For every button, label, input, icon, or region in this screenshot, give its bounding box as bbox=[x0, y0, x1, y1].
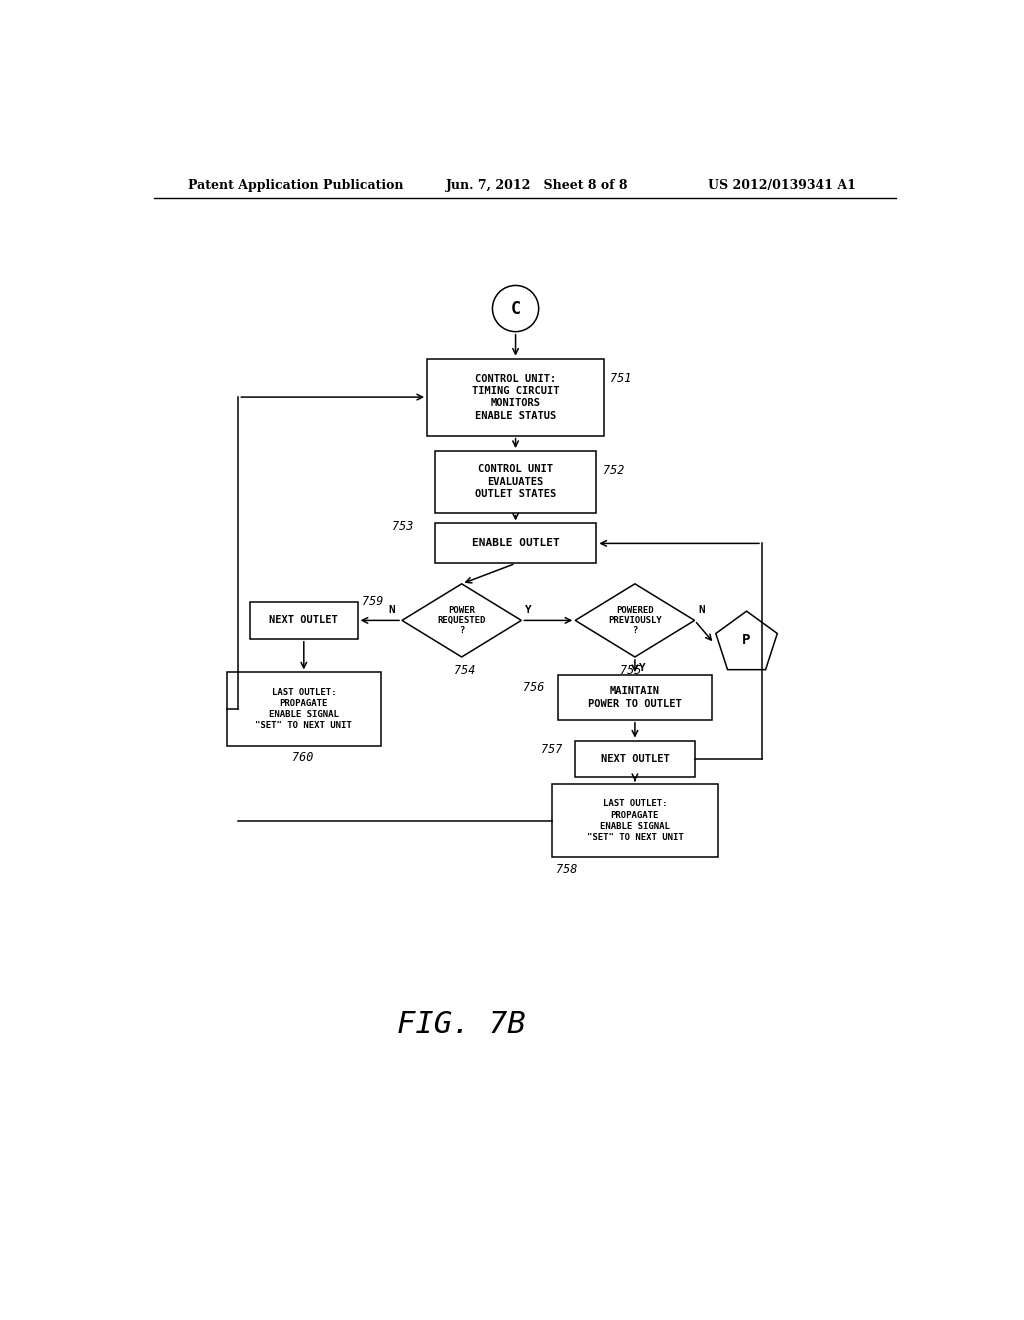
Text: 754: 754 bbox=[454, 664, 475, 677]
Text: N: N bbox=[698, 605, 706, 615]
Text: 759: 759 bbox=[361, 595, 383, 609]
Text: CONTROL UNIT:
TIMING CIRCUIT
MONITORS
ENABLE STATUS: CONTROL UNIT: TIMING CIRCUIT MONITORS EN… bbox=[472, 374, 559, 421]
FancyBboxPatch shape bbox=[226, 672, 381, 746]
Text: P: P bbox=[742, 634, 751, 647]
Text: 757: 757 bbox=[541, 743, 562, 756]
Text: ENABLE OUTLET: ENABLE OUTLET bbox=[472, 539, 559, 548]
Polygon shape bbox=[575, 583, 694, 657]
FancyBboxPatch shape bbox=[435, 451, 596, 512]
FancyBboxPatch shape bbox=[575, 741, 694, 777]
Text: 758: 758 bbox=[556, 862, 578, 875]
FancyBboxPatch shape bbox=[435, 524, 596, 564]
Text: US 2012/0139341 A1: US 2012/0139341 A1 bbox=[708, 178, 856, 191]
Text: POWER
REQUESTED
?: POWER REQUESTED ? bbox=[437, 606, 485, 635]
Text: 752: 752 bbox=[602, 465, 624, 477]
Polygon shape bbox=[716, 611, 777, 669]
Text: N: N bbox=[388, 605, 395, 615]
Text: Y: Y bbox=[639, 663, 645, 673]
FancyBboxPatch shape bbox=[427, 359, 604, 436]
Text: CONTROL UNIT
EVALUATES
OUTLET STATES: CONTROL UNIT EVALUATES OUTLET STATES bbox=[475, 465, 556, 499]
Text: Y: Y bbox=[525, 605, 531, 615]
Text: NEXT OUTLET: NEXT OUTLET bbox=[600, 754, 670, 764]
Text: MAINTAIN
POWER TO OUTLET: MAINTAIN POWER TO OUTLET bbox=[588, 686, 682, 709]
Text: FIG. 7B: FIG. 7B bbox=[397, 1010, 526, 1039]
Text: POWERED
PREVIOUSLY
?: POWERED PREVIOUSLY ? bbox=[608, 606, 662, 635]
Text: LAST OUTLET:
PROPAGATE
ENABLE SIGNAL
"SET" TO NEXT UNIT: LAST OUTLET: PROPAGATE ENABLE SIGNAL "SE… bbox=[255, 688, 352, 730]
Text: Jun. 7, 2012   Sheet 8 of 8: Jun. 7, 2012 Sheet 8 of 8 bbox=[446, 178, 629, 191]
FancyBboxPatch shape bbox=[552, 784, 718, 857]
Text: 756: 756 bbox=[523, 681, 545, 694]
Polygon shape bbox=[402, 583, 521, 657]
Text: Patent Application Publication: Patent Application Publication bbox=[188, 178, 403, 191]
Text: C: C bbox=[511, 300, 520, 318]
Text: 760: 760 bbox=[292, 751, 313, 764]
Text: LAST OUTLET:
PROPAGATE
ENABLE SIGNAL
"SET" TO NEXT UNIT: LAST OUTLET: PROPAGATE ENABLE SIGNAL "SE… bbox=[587, 800, 683, 842]
Text: 753: 753 bbox=[392, 520, 414, 532]
Text: 755: 755 bbox=[620, 664, 641, 677]
Text: NEXT OUTLET: NEXT OUTLET bbox=[269, 615, 338, 626]
Text: 751: 751 bbox=[610, 372, 632, 384]
FancyBboxPatch shape bbox=[250, 602, 357, 639]
Circle shape bbox=[493, 285, 539, 331]
FancyBboxPatch shape bbox=[558, 675, 712, 719]
